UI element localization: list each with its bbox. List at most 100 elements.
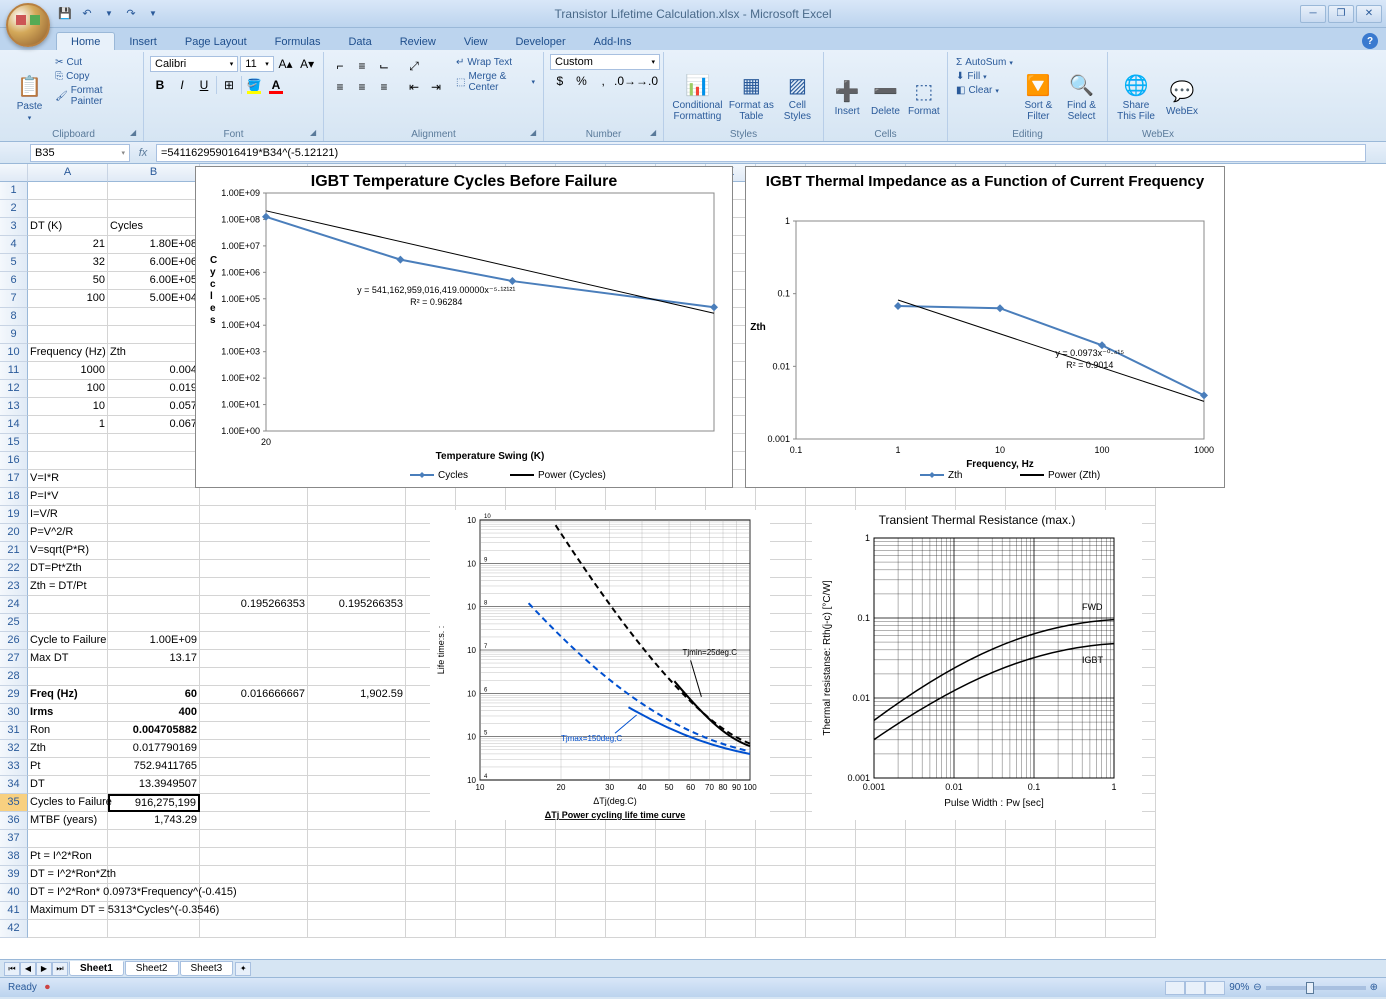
cell-C26[interactable] bbox=[200, 632, 308, 650]
percent-button[interactable]: % bbox=[572, 71, 592, 91]
cell-B25[interactable] bbox=[108, 614, 200, 632]
cell-N40[interactable] bbox=[856, 884, 906, 902]
cell-A37[interactable] bbox=[28, 830, 108, 848]
cell-B33[interactable]: 752.9411765 bbox=[108, 758, 200, 776]
cell-J39[interactable] bbox=[656, 866, 706, 884]
page-layout-button[interactable] bbox=[1185, 981, 1205, 995]
cell-P38[interactable] bbox=[956, 848, 1006, 866]
align-bottom-button[interactable]: ⌙ bbox=[374, 56, 394, 76]
cell-K18[interactable] bbox=[706, 488, 756, 506]
row-header-16[interactable]: 16 bbox=[0, 452, 28, 470]
row-header-23[interactable]: 23 bbox=[0, 578, 28, 596]
cell-M18[interactable] bbox=[806, 488, 856, 506]
grow-font-button[interactable]: A▴ bbox=[276, 54, 296, 74]
font-size-dropdown[interactable]: 11▾ bbox=[240, 56, 273, 72]
cell-B31[interactable]: 0.004705882 bbox=[108, 722, 200, 740]
cell-A22[interactable]: DT=Pt*Zth bbox=[28, 560, 108, 578]
tab-add-ins[interactable]: Add-Ins bbox=[580, 33, 646, 50]
page-break-button[interactable] bbox=[1205, 981, 1225, 995]
cell-J40[interactable] bbox=[656, 884, 706, 902]
clipboard-launcher-icon[interactable]: ◢ bbox=[130, 128, 141, 139]
increase-decimal-button[interactable]: .0→ bbox=[615, 71, 635, 91]
office-button[interactable] bbox=[6, 3, 50, 47]
cell-D31[interactable] bbox=[308, 722, 406, 740]
worksheet[interactable]: ABCDEFGHIJKLMNOPQRS 12345678910111213141… bbox=[0, 164, 1386, 959]
cell-N18[interactable] bbox=[856, 488, 906, 506]
cell-M41[interactable] bbox=[806, 902, 856, 920]
cell-B7[interactable]: 5.00E+04 bbox=[108, 290, 200, 308]
find-select-button[interactable]: 🔍Find & Select bbox=[1062, 54, 1101, 141]
cell-Q18[interactable] bbox=[1006, 488, 1056, 506]
fx-button[interactable]: fx bbox=[134, 147, 152, 159]
cell-N41[interactable] bbox=[856, 902, 906, 920]
cell-B15[interactable] bbox=[108, 434, 200, 452]
row-header-41[interactable]: 41 bbox=[0, 902, 28, 920]
cell-J38[interactable] bbox=[656, 848, 706, 866]
chart-zth[interactable]: IGBT Thermal Impedance as a Function of … bbox=[745, 166, 1225, 488]
cell-S18[interactable] bbox=[1106, 488, 1156, 506]
cell-K39[interactable] bbox=[706, 866, 756, 884]
normal-view-button[interactable] bbox=[1165, 981, 1185, 995]
row-header-10[interactable]: 10 bbox=[0, 344, 28, 362]
cell-D19[interactable] bbox=[308, 506, 406, 524]
cell-S42[interactable] bbox=[1106, 920, 1156, 938]
row-header-25[interactable]: 25 bbox=[0, 614, 28, 632]
cell-C22[interactable] bbox=[200, 560, 308, 578]
row-header-19[interactable]: 19 bbox=[0, 506, 28, 524]
font-launcher-icon[interactable]: ◢ bbox=[310, 128, 321, 139]
cell-L38[interactable] bbox=[756, 848, 806, 866]
row-header-40[interactable]: 40 bbox=[0, 884, 28, 902]
row-header-2[interactable]: 2 bbox=[0, 200, 28, 218]
cell-A26[interactable]: Cycle to Failure bbox=[28, 632, 108, 650]
cell-C29[interactable]: 0.016666667 bbox=[200, 686, 308, 704]
cell-A40[interactable]: DT = I^2*Ron* 0.0973*Frequency^(-0.415) bbox=[28, 884, 108, 902]
cell-C25[interactable] bbox=[200, 614, 308, 632]
tab-view[interactable]: View bbox=[450, 33, 502, 50]
cell-A32[interactable]: Zth bbox=[28, 740, 108, 758]
cell-B38[interactable] bbox=[108, 848, 200, 866]
row-header-7[interactable]: 7 bbox=[0, 290, 28, 308]
italic-button[interactable]: I bbox=[172, 75, 192, 95]
cell-E18[interactable] bbox=[406, 488, 456, 506]
cell-D24[interactable]: 0.195266353 bbox=[308, 596, 406, 614]
last-sheet-button[interactable]: ⏭ bbox=[52, 962, 68, 976]
cell-O38[interactable] bbox=[906, 848, 956, 866]
cell-C27[interactable] bbox=[200, 650, 308, 668]
tab-page-layout[interactable]: Page Layout bbox=[171, 33, 261, 50]
cell-A16[interactable] bbox=[28, 452, 108, 470]
cell-B20[interactable] bbox=[108, 524, 200, 542]
cell-D26[interactable] bbox=[308, 632, 406, 650]
undo-icon[interactable]: ↶ bbox=[78, 5, 96, 23]
row-header-3[interactable]: 3 bbox=[0, 218, 28, 236]
col-header-B[interactable]: B bbox=[108, 164, 200, 182]
row-header-22[interactable]: 22 bbox=[0, 560, 28, 578]
cell-A4[interactable]: 21 bbox=[28, 236, 108, 254]
cell-G41[interactable] bbox=[506, 902, 556, 920]
cell-G37[interactable] bbox=[506, 830, 556, 848]
format-as-table-button[interactable]: ▦Format as Table bbox=[729, 54, 774, 141]
cell-C21[interactable] bbox=[200, 542, 308, 560]
cell-B10[interactable]: Zth bbox=[108, 344, 200, 362]
cut-button[interactable]: ✂Cut bbox=[53, 56, 137, 69]
cell-S40[interactable] bbox=[1106, 884, 1156, 902]
cell-P37[interactable] bbox=[956, 830, 1006, 848]
cell-K40[interactable] bbox=[706, 884, 756, 902]
cell-G40[interactable] bbox=[506, 884, 556, 902]
cell-D28[interactable] bbox=[308, 668, 406, 686]
share-file-button[interactable]: 🌐Share This File bbox=[1114, 54, 1158, 141]
cell-A12[interactable]: 100 bbox=[28, 380, 108, 398]
row-header-12[interactable]: 12 bbox=[0, 380, 28, 398]
cell-Q41[interactable] bbox=[1006, 902, 1056, 920]
cell-G42[interactable] bbox=[506, 920, 556, 938]
cell-D32[interactable] bbox=[308, 740, 406, 758]
cell-Q39[interactable] bbox=[1006, 866, 1056, 884]
cell-B17[interactable] bbox=[108, 470, 200, 488]
cell-A42[interactable] bbox=[28, 920, 108, 938]
cell-S39[interactable] bbox=[1106, 866, 1156, 884]
qat-customize-icon[interactable]: ▼ bbox=[144, 5, 162, 23]
cell-O40[interactable] bbox=[906, 884, 956, 902]
tab-home[interactable]: Home bbox=[56, 32, 115, 50]
increase-indent-button[interactable]: ⇥ bbox=[426, 77, 446, 97]
cell-B35[interactable]: 916,275,199 bbox=[108, 794, 200, 812]
row-header-28[interactable]: 28 bbox=[0, 668, 28, 686]
